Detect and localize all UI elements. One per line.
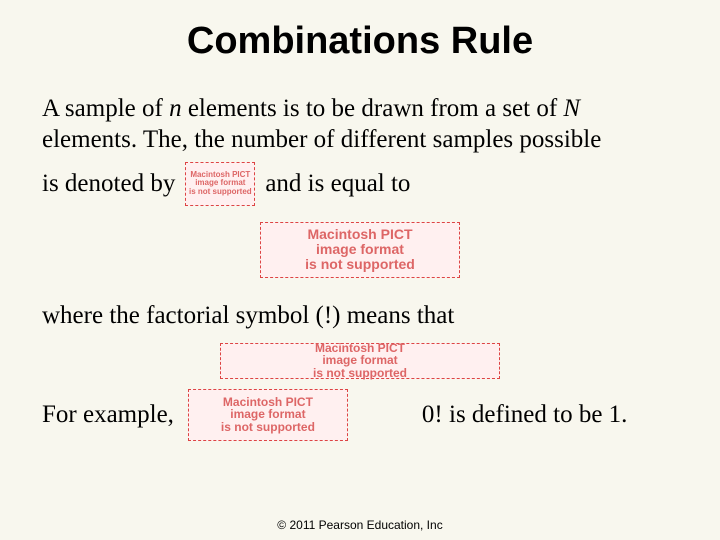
para1-c: elements. The, the number of different s…: [42, 126, 601, 153]
copyright-footer: © 2011 Pearson Education, Inc: [0, 518, 720, 532]
example-row: For example, Macintosh PICT image format…: [42, 389, 678, 441]
factorial-paragraph: where the factorial symbol (!) means tha…: [42, 300, 678, 331]
intro-paragraph: A sample of n elements is to be drawn fr…: [42, 93, 678, 156]
pict-placeholder-icon: Macintosh PICT image format is not suppo…: [260, 222, 460, 278]
para1-b: elements is to be drawn from a set of: [182, 95, 564, 122]
denoted-right: and is equal to: [265, 170, 410, 198]
denoted-row: is denoted by Macintosh PICT image forma…: [42, 162, 678, 206]
para1-N: N: [563, 95, 580, 122]
pict-placeholder-icon: Macintosh PICT image format is not suppo…: [185, 162, 255, 206]
example-left: For example,: [42, 401, 174, 429]
example-right: 0! is defined to be 1.: [422, 401, 628, 429]
factorial-block: Macintosh PICT image format is not suppo…: [42, 339, 678, 379]
para1-a: A sample of: [42, 95, 169, 122]
pict-placeholder-icon: Macintosh PICT image format is not suppo…: [220, 343, 500, 379]
formula-block: Macintosh PICT image format is not suppo…: [42, 222, 678, 278]
pict-placeholder-icon: Macintosh PICT image format is not suppo…: [188, 389, 348, 441]
slide-title: Combinations Rule: [42, 20, 678, 63]
denoted-left: is denoted by: [42, 170, 175, 198]
para1-n: n: [169, 95, 182, 122]
